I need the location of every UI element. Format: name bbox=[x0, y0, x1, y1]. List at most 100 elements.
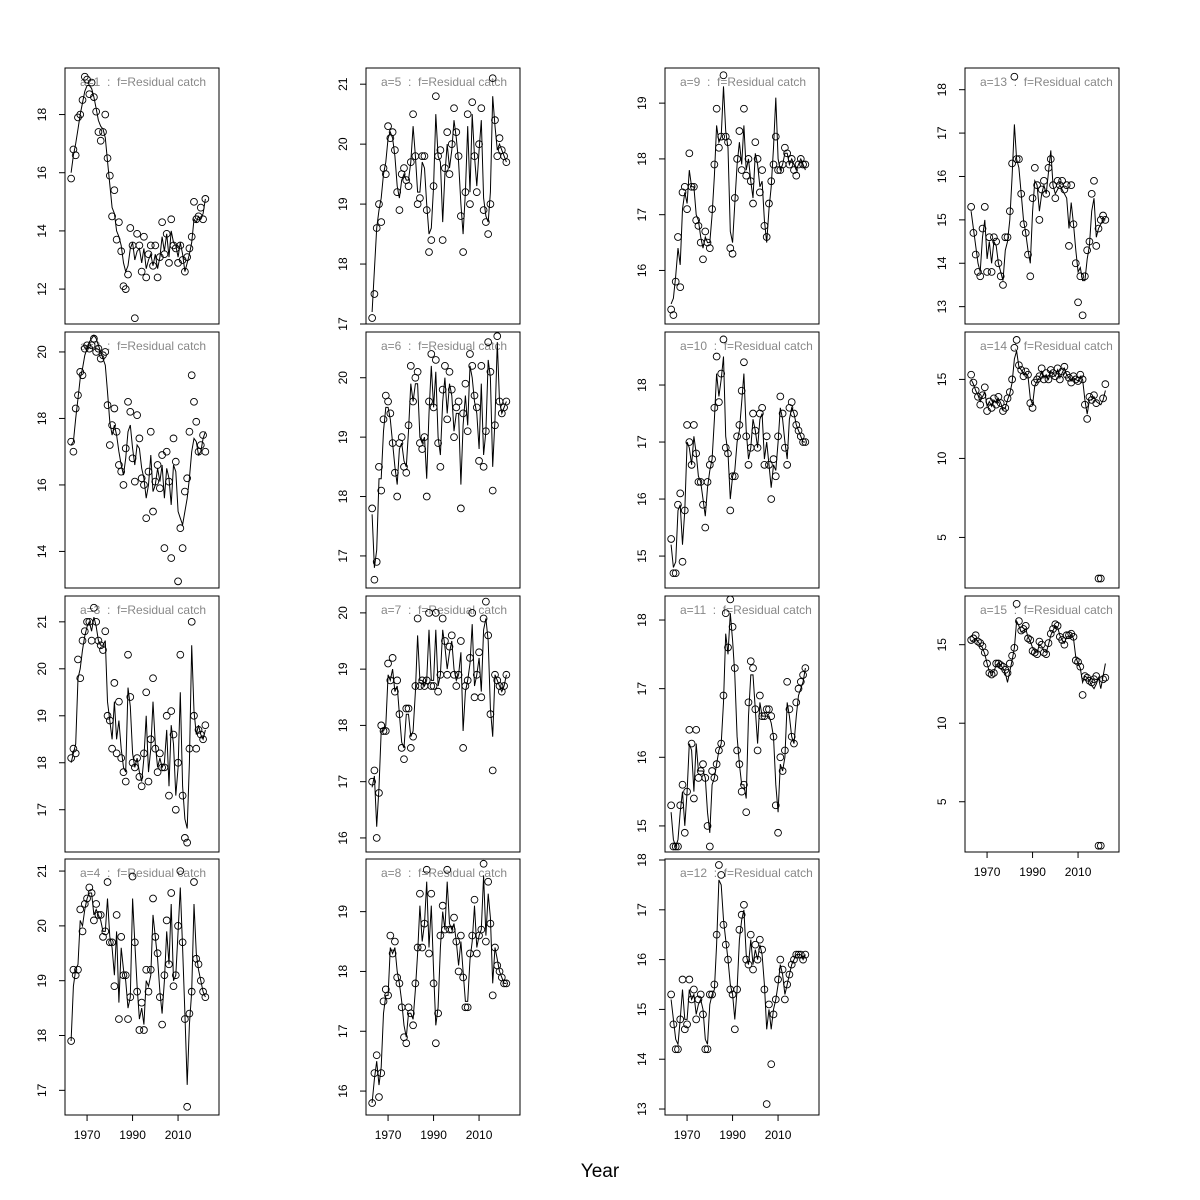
data-point bbox=[427, 682, 436, 690]
data-point bbox=[431, 356, 440, 364]
data-point bbox=[158, 451, 166, 459]
data-point bbox=[1099, 211, 1107, 220]
panel: 14 16 18 20 a=2 : f=Residual catch bbox=[35, 331, 220, 589]
data-point bbox=[142, 514, 151, 523]
data-point bbox=[468, 609, 477, 617]
data-point bbox=[787, 960, 796, 969]
y-tick-label: 18 bbox=[635, 378, 649, 392]
fitted-line bbox=[70, 85, 206, 274]
data-point bbox=[967, 202, 975, 211]
data-point bbox=[488, 991, 497, 1000]
data-point bbox=[696, 990, 705, 999]
data-point bbox=[375, 200, 383, 208]
data-point bbox=[384, 659, 392, 668]
data-point bbox=[174, 577, 182, 586]
y-tick-label: 19 bbox=[336, 430, 350, 444]
data-point bbox=[475, 457, 483, 465]
data-point bbox=[744, 460, 753, 469]
data-point bbox=[701, 227, 710, 236]
data-point bbox=[971, 250, 980, 259]
fitted-line bbox=[970, 619, 1106, 690]
data-point bbox=[67, 174, 75, 183]
y-tick-label: 20 bbox=[35, 662, 49, 676]
data-point bbox=[1015, 617, 1023, 625]
plot-area: a=1 : f=Residual catch bbox=[67, 72, 210, 323]
data-point bbox=[976, 272, 985, 281]
data-point bbox=[76, 905, 85, 914]
data-point bbox=[799, 438, 807, 446]
data-point bbox=[746, 930, 755, 939]
data-point bbox=[987, 268, 996, 276]
data-point bbox=[128, 872, 137, 881]
y-tick-label: 16 bbox=[635, 263, 649, 277]
data-point bbox=[749, 664, 757, 672]
data-point bbox=[85, 883, 94, 892]
data-point bbox=[393, 492, 402, 501]
data-point bbox=[674, 233, 682, 241]
data-point bbox=[94, 636, 103, 645]
data-point bbox=[69, 447, 78, 456]
y-tick-label: 14 bbox=[35, 544, 49, 558]
data-point bbox=[783, 677, 792, 686]
y-tick-label: 15 bbox=[935, 638, 949, 652]
data-point bbox=[472, 949, 481, 958]
data-point bbox=[418, 943, 427, 952]
data-point bbox=[190, 397, 198, 406]
data-point bbox=[680, 828, 689, 837]
data-point bbox=[196, 976, 205, 985]
data-point bbox=[397, 744, 406, 752]
x-tick-label: 1990 bbox=[719, 1128, 746, 1142]
data-point bbox=[429, 682, 438, 690]
data-point bbox=[708, 990, 716, 999]
data-point bbox=[669, 569, 678, 578]
panel: 15 16 17 18 a=11 : f=Residual catch bbox=[635, 595, 820, 853]
data-point bbox=[87, 636, 96, 645]
data-point bbox=[1044, 375, 1053, 384]
data-point bbox=[674, 500, 682, 509]
data-point bbox=[434, 687, 442, 696]
data-point bbox=[983, 268, 991, 276]
y-tick-label: 16 bbox=[635, 750, 649, 764]
data-point bbox=[676, 489, 685, 498]
data-point bbox=[495, 134, 504, 142]
data-point bbox=[1024, 634, 1032, 643]
y-tick-label: 20 bbox=[336, 606, 350, 620]
x-tick-label: 1990 bbox=[1019, 865, 1046, 879]
data-point bbox=[767, 1060, 776, 1069]
data-point bbox=[776, 955, 785, 964]
data-point bbox=[153, 273, 162, 282]
data-point bbox=[165, 791, 173, 800]
data-point bbox=[463, 427, 472, 436]
data-point bbox=[1012, 336, 1021, 344]
y-tick-label: 17 bbox=[635, 903, 649, 917]
data-point bbox=[477, 104, 486, 113]
data-point bbox=[790, 955, 798, 964]
y-tick-label: 18 bbox=[35, 756, 49, 770]
data-point bbox=[115, 218, 123, 227]
data-point bbox=[760, 460, 769, 469]
data-point bbox=[176, 241, 185, 250]
data-point bbox=[674, 1045, 682, 1054]
plot-area: a=12 : f=Residual catch bbox=[667, 861, 813, 1108]
data-point bbox=[99, 932, 107, 941]
data-point bbox=[137, 267, 146, 276]
data-point bbox=[783, 460, 792, 469]
panel-title: a=11 : f=Residual catch bbox=[680, 603, 812, 617]
data-point bbox=[756, 935, 764, 944]
data-point bbox=[92, 900, 101, 908]
panel: 17 18 19 20 21 1970 1990 2010 a=4 : f=Residual c… bbox=[35, 858, 220, 1142]
data-point bbox=[778, 767, 787, 775]
data-point bbox=[121, 777, 130, 786]
data-point bbox=[406, 1009, 415, 1018]
data-point bbox=[368, 504, 376, 513]
data-point bbox=[393, 676, 402, 685]
data-point bbox=[176, 867, 185, 875]
data-point bbox=[149, 507, 157, 516]
data-point bbox=[477, 693, 486, 702]
data-point bbox=[431, 609, 440, 617]
data-point bbox=[142, 965, 151, 974]
plot-area: a=3 : f=Residual catch bbox=[67, 603, 210, 847]
data-point bbox=[409, 1021, 417, 1030]
data-point bbox=[119, 481, 128, 489]
fitted-line bbox=[371, 618, 507, 827]
